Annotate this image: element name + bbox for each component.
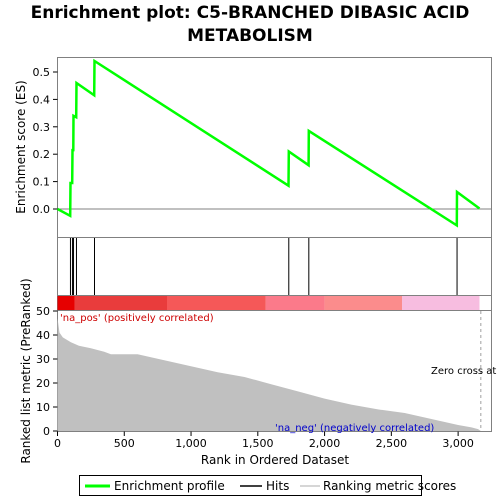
ranking-metric-area: [57, 318, 481, 431]
es-ytick-label: 0.2: [33, 148, 51, 161]
heat-band: [324, 296, 403, 310]
neg-label: 'na_neg' (negatively correlated): [275, 423, 434, 434]
es-ytick-label: 0.0: [33, 203, 51, 216]
rank-ytick-label: 10: [36, 401, 50, 414]
x-axis-label: Rank in Ordered Dataset: [201, 453, 349, 467]
heat-band: [57, 296, 75, 310]
xtick-label: 2,000: [309, 437, 341, 450]
legend-hits-label: Hits: [266, 479, 289, 493]
rank-ylabel: Ranked list metric (PreRanked): [19, 278, 33, 463]
es-ytick-label: 0.1: [33, 176, 51, 189]
legend-es-label: Enrichment profile: [114, 479, 225, 493]
legend-metric-label: Ranking metric scores: [323, 479, 456, 493]
heat-band: [74, 296, 168, 310]
x-axis: 0 500 1,000 1,500 2,000 2,500 3,000: [54, 431, 474, 450]
rank-ytick-label: 20: [36, 377, 50, 390]
xtick-label: 0: [54, 437, 61, 450]
rank-ytick-label: 30: [36, 353, 50, 366]
hits-group: [69, 238, 458, 295]
heat-band: [167, 296, 266, 310]
es-ylabel: Enrichment score (ES): [14, 80, 28, 213]
es-panel-frame: [57, 57, 492, 238]
xtick-label: 2,500: [376, 437, 408, 450]
xtick-label: 3,000: [442, 437, 474, 450]
rank-ytick-label: 0: [43, 425, 50, 438]
es-ytick-label: 0.3: [33, 121, 51, 134]
pos-label: 'na_pos' (positively correlated): [60, 313, 214, 324]
zero-cross-label: Zero cross at 3: [431, 366, 500, 377]
xtick-label: 1,000: [175, 437, 207, 450]
chart-title-line1: Enrichment plot: C5-BRANCHED DIBASIC ACI…: [30, 3, 470, 23]
es-axis: 0.0 0.1 0.2 0.3 0.4 0.5: [33, 66, 58, 216]
rank-axis: 0 10 20 30 40 50: [36, 305, 58, 438]
xtick-label: 1,500: [242, 437, 274, 450]
chart-title: Enrichment plot: C5-BRANCHED DIBASIC ACI…: [0, 2, 500, 48]
rank-ytick-label: 50: [36, 305, 50, 318]
heat-bar: [57, 296, 480, 310]
es-ytick-label: 0.4: [33, 93, 51, 106]
hits-panel-frame: [57, 237, 492, 296]
heat-band: [402, 296, 480, 310]
rank-ytick-label: 40: [36, 329, 50, 342]
es-ytick-label: 0.5: [33, 66, 51, 79]
heat-band: [265, 296, 325, 310]
xtick-label: 500: [114, 437, 135, 450]
chart-title-line2: METABOLISM: [187, 26, 313, 46]
enrichment-profile-line: [56, 58, 481, 228]
